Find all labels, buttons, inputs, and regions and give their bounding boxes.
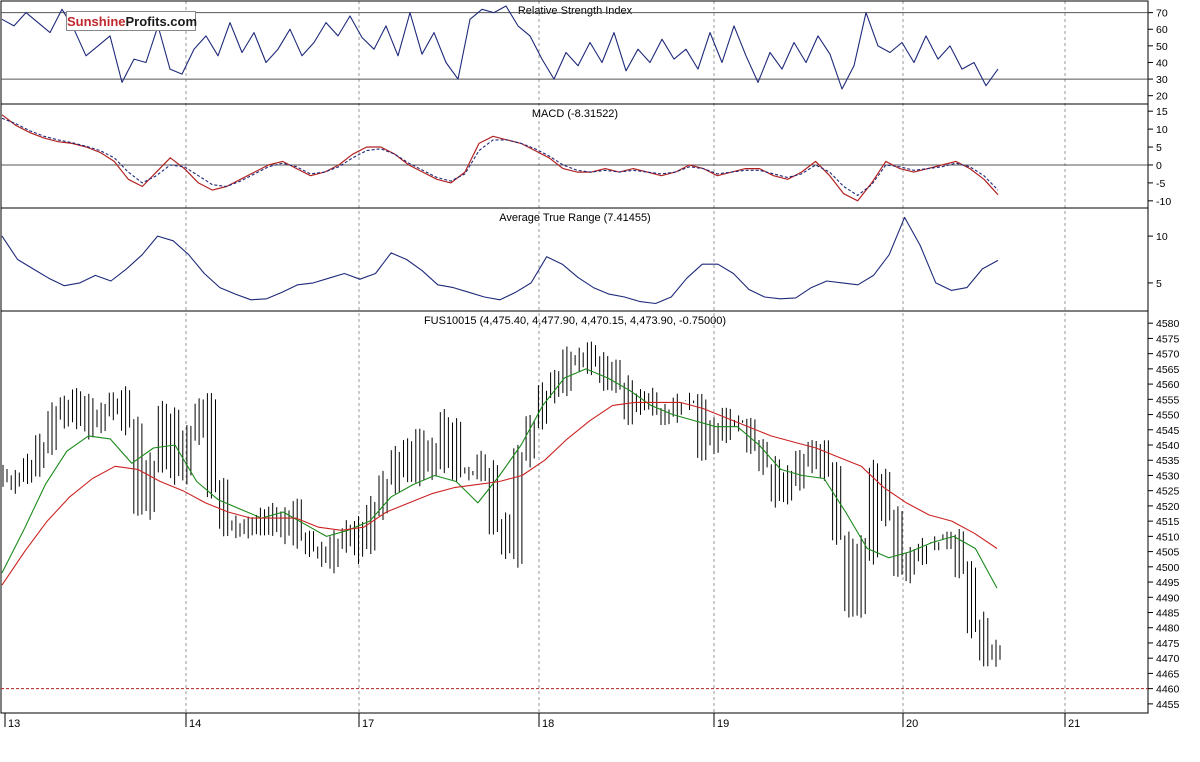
logo-part2: Profits.com (125, 14, 198, 29)
y-tick-label: 4480 (1156, 623, 1180, 635)
y-tick-label: 70 (1156, 8, 1168, 20)
atr-line (1, 216, 999, 305)
panel-title-atr: Average True Range (7.41455) (499, 212, 650, 224)
y-tick-label: 5 (1156, 278, 1162, 290)
y-tick-label: 10 (1156, 124, 1168, 136)
y-tick-label: 50 (1156, 41, 1168, 53)
y-tick-label: 4580 (1156, 318, 1180, 330)
rsi-line (1, 5, 999, 90)
x-tick-label: 21 (1068, 718, 1080, 730)
y-tick-label: -10 (1156, 196, 1171, 208)
sma-slow-line (1, 401, 998, 586)
y-tick-label: 5 (1156, 142, 1162, 154)
y-tick-label: 4520 (1156, 501, 1180, 513)
y-tick-label: 60 (1156, 24, 1168, 36)
sunshine-profits-logo[interactable]: SunshineProfits.com (66, 11, 198, 31)
y-tick-label: 4560 (1156, 379, 1180, 391)
y-tick-label: 4540 (1156, 440, 1180, 452)
x-tick-label: 20 (906, 718, 918, 730)
y-tick-label: 20 (1156, 91, 1168, 103)
y-tick-label: 4500 (1156, 562, 1180, 574)
x-tick-label: 19 (717, 718, 729, 730)
y-tick-label: 4515 (1156, 516, 1180, 528)
y-tick-label: 4550 (1156, 410, 1180, 422)
y-tick-label: 4530 (1156, 470, 1180, 482)
sma-fast-line (1, 368, 998, 589)
y-tick-label: 4545 (1156, 425, 1180, 437)
y-tick-label: 4460 (1156, 684, 1180, 696)
y-tick-label: 4525 (1156, 486, 1180, 498)
macd-line (1, 114, 999, 202)
y-tick-label: 4555 (1156, 394, 1180, 406)
x-tick-label: 13 (8, 718, 20, 730)
y-tick-label: 4505 (1156, 547, 1180, 559)
macd-signal-line (1, 117, 999, 196)
y-tick-label: 4565 (1156, 364, 1180, 376)
y-tick-label: 4490 (1156, 592, 1180, 604)
x-tick-label: 17 (362, 718, 374, 730)
panel-title-macd: MACD (-8.31522) (532, 108, 618, 120)
x-tick-label: 18 (542, 718, 554, 730)
y-tick-label: 4485 (1156, 608, 1180, 620)
y-tick-label: 4510 (1156, 531, 1180, 543)
logo-part1: Sunshine (67, 14, 126, 29)
y-tick-label: 10 (1156, 231, 1168, 243)
y-tick-label: 4495 (1156, 577, 1180, 589)
y-tick-label: 0 (1156, 160, 1162, 172)
y-tick-label: 40 (1156, 57, 1168, 69)
panel-title-rsi: Relative Strength Index (518, 5, 633, 17)
y-tick-label: 4575 (1156, 333, 1180, 345)
y-tick-label: 4470 (1156, 653, 1180, 665)
y-tick-label: 4465 (1156, 668, 1180, 680)
y-tick-label: 4455 (1156, 699, 1180, 711)
y-tick-label: 4535 (1156, 455, 1180, 467)
y-tick-label: 4570 (1156, 349, 1180, 361)
y-tick-label: 15 (1156, 106, 1168, 118)
y-tick-label: 30 (1156, 74, 1168, 86)
y-tick-label: -5 (1156, 178, 1165, 190)
y-tick-label: 4475 (1156, 638, 1180, 650)
panel-title-price: FUS10015 (4,475.40, 4,477.90, 4,470.15, … (424, 315, 726, 327)
panel-frame-price (0, 310, 1149, 714)
x-tick-label: 14 (189, 718, 201, 730)
